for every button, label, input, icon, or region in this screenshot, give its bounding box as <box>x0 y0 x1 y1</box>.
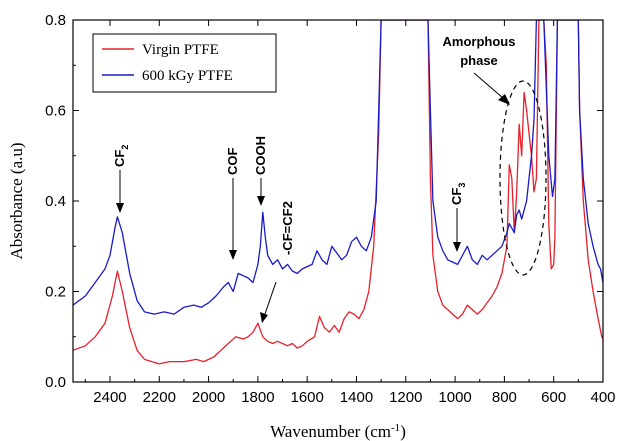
annotation-cooh: COOH <box>253 136 268 175</box>
y-tick-label-2: 0.4 <box>45 193 66 210</box>
x-tick-label-600: 600 <box>541 389 566 406</box>
series-line-1 <box>73 20 603 315</box>
legend: Virgin PTFE 600 kGy PTFE <box>92 33 277 93</box>
arrowhead-cf2 <box>116 203 124 213</box>
legend-box <box>92 33 277 93</box>
x-tick-label-1800: 1800 <box>241 389 274 406</box>
x-tick-label-2200: 2200 <box>143 389 176 406</box>
y-tick-label-1: 0.2 <box>45 284 66 301</box>
x-tick-label-800: 800 <box>492 389 517 406</box>
arrow-amorphous <box>473 72 504 99</box>
x-tick-label-1400: 1400 <box>340 389 373 406</box>
ticks-group: 2400 2200 2000 1800 1600 1400 1200 1000 800 600 40… <box>45 12 615 406</box>
annotation-cf2: CF2 <box>112 145 130 167</box>
arrow-cf-cf2 <box>264 281 277 315</box>
arrowhead-cf3 <box>453 242 461 252</box>
x-tick-label-1600: 1600 <box>290 389 323 406</box>
arrowhead-cof <box>229 250 237 260</box>
x-tick-label-2000: 2000 <box>192 389 225 406</box>
legend-label-irradiated: 600 kGy PTFE <box>142 68 233 84</box>
x-axis-title: Wavenumber (cm-1) <box>270 422 406 441</box>
y-tick-label-0: 0.0 <box>45 374 66 391</box>
annotation-cf-cf2: -CF=CF2 <box>280 201 295 255</box>
annotation-cof: COF <box>225 148 240 176</box>
arrowhead-cf-cf2 <box>260 312 268 323</box>
arrowhead-amorphous <box>498 94 510 105</box>
annotation-cf3: CF3 <box>449 183 467 205</box>
arrowhead-cooh <box>257 196 265 206</box>
x-tick-label-1200: 1200 <box>389 389 422 406</box>
y-tick-label-3: 0.6 <box>45 103 66 120</box>
y-axis-title: Absorbance (a.u) <box>7 142 26 259</box>
annotation-amorphous-line2: phase <box>460 53 498 68</box>
annotation-amorphous-line1: Amorphous <box>443 34 516 49</box>
y-tick-label-4: 0.8 <box>45 12 66 29</box>
legend-label-virgin: Virgin PTFE <box>142 42 219 58</box>
series-group <box>73 20 603 365</box>
x-tick-label-1000: 1000 <box>438 389 471 406</box>
amorphous-region-ellipse <box>499 80 547 276</box>
annotations: CF2 COF COOH -CF=CF2 CF3 Amorphous phase <box>112 34 547 323</box>
x-tick-label-400: 400 <box>590 389 615 406</box>
x-tick-label-2400: 2400 <box>93 389 126 406</box>
